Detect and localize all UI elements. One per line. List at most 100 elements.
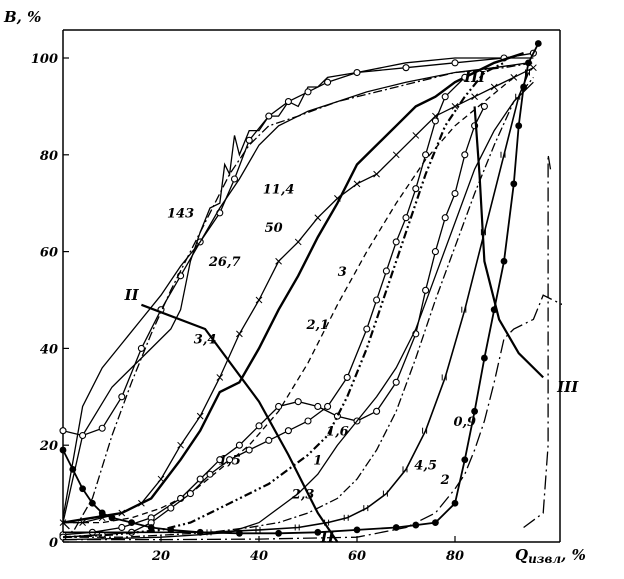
series-point: [255, 422, 263, 430]
series-point-filled: [461, 456, 469, 464]
series-point: [382, 267, 390, 275]
series-point: [235, 441, 243, 449]
boundary-label-II: II: [320, 528, 336, 546]
series-point-filled: [520, 83, 527, 91]
series-point: [265, 436, 273, 444]
series-point: [431, 248, 439, 256]
series-point-x: [373, 170, 380, 178]
curves: [59, 40, 562, 541]
series-point: [98, 424, 106, 432]
series-point-x: [236, 330, 243, 338]
series-line-1-5: [62, 76, 466, 538]
titles: B, % Qизвл, %: [3, 8, 586, 566]
series-point: [363, 325, 371, 333]
series-point: [304, 88, 312, 96]
series-label-11-4: 11,4: [263, 183, 295, 198]
series-point: [216, 456, 224, 464]
series-point-filled: [451, 499, 459, 507]
series-point-x: [196, 412, 204, 420]
series-line-unlabeled-15: [523, 154, 552, 529]
series-label-143: 143: [167, 207, 194, 222]
series-point-filled: [500, 257, 508, 265]
series-point: [480, 102, 488, 110]
series-point: [118, 523, 126, 532]
series-point-filled: [79, 485, 86, 493]
series-point: [412, 185, 420, 193]
series-point-filled: [147, 524, 155, 531]
series-point-x: [255, 296, 263, 304]
series-label-1-6: 1,6: [326, 425, 349, 440]
series-point: [167, 504, 175, 512]
series-point: [196, 475, 204, 483]
series-point: [59, 427, 67, 435]
series-point-x: [392, 151, 400, 159]
series-label-2-3: 2,3: [291, 487, 315, 502]
series-point-filled: [510, 180, 518, 188]
series-point: [343, 373, 351, 381]
series-point: [422, 151, 430, 159]
y-tick-label: 100: [31, 52, 58, 67]
x-axis-title-sub: извл: [528, 552, 561, 566]
series-point: [186, 490, 194, 498]
series-point-x: [79, 519, 86, 526]
series-point-x: [490, 83, 498, 91]
series-point-filled: [471, 407, 478, 415]
series-line-2-3: [62, 81, 534, 541]
boundary-label-III: III: [463, 68, 486, 86]
series-point-filled: [515, 122, 523, 130]
series-point-filled: [89, 499, 96, 507]
series-point: [461, 151, 469, 159]
series-point-filled: [534, 40, 542, 47]
series-point-filled: [236, 529, 243, 537]
ticks: 20 40 60 80 0 20 40 60 80 100: [31, 52, 464, 564]
series-point-filled: [412, 521, 420, 529]
series-point-x: [275, 257, 282, 265]
y-tick-label: 80: [40, 149, 58, 164]
series-label-3-4: 3,4: [194, 333, 217, 348]
series-point: [402, 214, 410, 222]
x-axis-title: Qизвл, %: [515, 546, 586, 566]
series-label-50: 50: [265, 221, 283, 236]
series-point: [422, 286, 430, 294]
y-tick-label: 40: [40, 342, 58, 357]
series-point: [353, 68, 361, 77]
series-point-x: [353, 180, 361, 188]
series-point-filled: [314, 528, 322, 536]
y-tick-label: 60: [40, 246, 58, 261]
series-point: [461, 73, 469, 81]
series-point-x: [530, 64, 537, 72]
series-point-filled: [275, 529, 282, 537]
series-line-143: [62, 57, 534, 523]
series-point-x: [412, 132, 420, 139]
x-axis-title-main: Q: [515, 546, 528, 564]
series-label-26-7: 26,7: [208, 255, 241, 270]
series-point: [324, 78, 332, 86]
series-line-1-6: [62, 106, 485, 536]
series-point-filled: [167, 526, 175, 534]
series-point-filled: [525, 59, 532, 67]
x-tick-label: 80: [446, 549, 464, 564]
series-point: [206, 470, 214, 478]
series-point: [373, 407, 381, 415]
series-label-4-5: 4,5: [414, 458, 437, 473]
y-axis-title: B, %: [3, 8, 41, 26]
series-point-filled: [59, 446, 67, 454]
series-point: [373, 296, 381, 304]
series-point-x: [451, 103, 459, 110]
series-point: [226, 456, 234, 464]
series-point: [392, 238, 400, 246]
series-point-x: [471, 93, 478, 101]
series-point: [265, 112, 273, 120]
series-point-filled: [432, 519, 439, 527]
series-point: [245, 446, 253, 454]
series-point-x: [177, 441, 184, 449]
x-axis-title-unit: , %: [560, 546, 586, 564]
axes: [62, 29, 561, 543]
series-label-2: 2: [440, 473, 450, 488]
series-point: [441, 214, 449, 222]
series-point: [284, 427, 292, 435]
series-point: [284, 98, 292, 106]
series-point: [392, 378, 400, 386]
